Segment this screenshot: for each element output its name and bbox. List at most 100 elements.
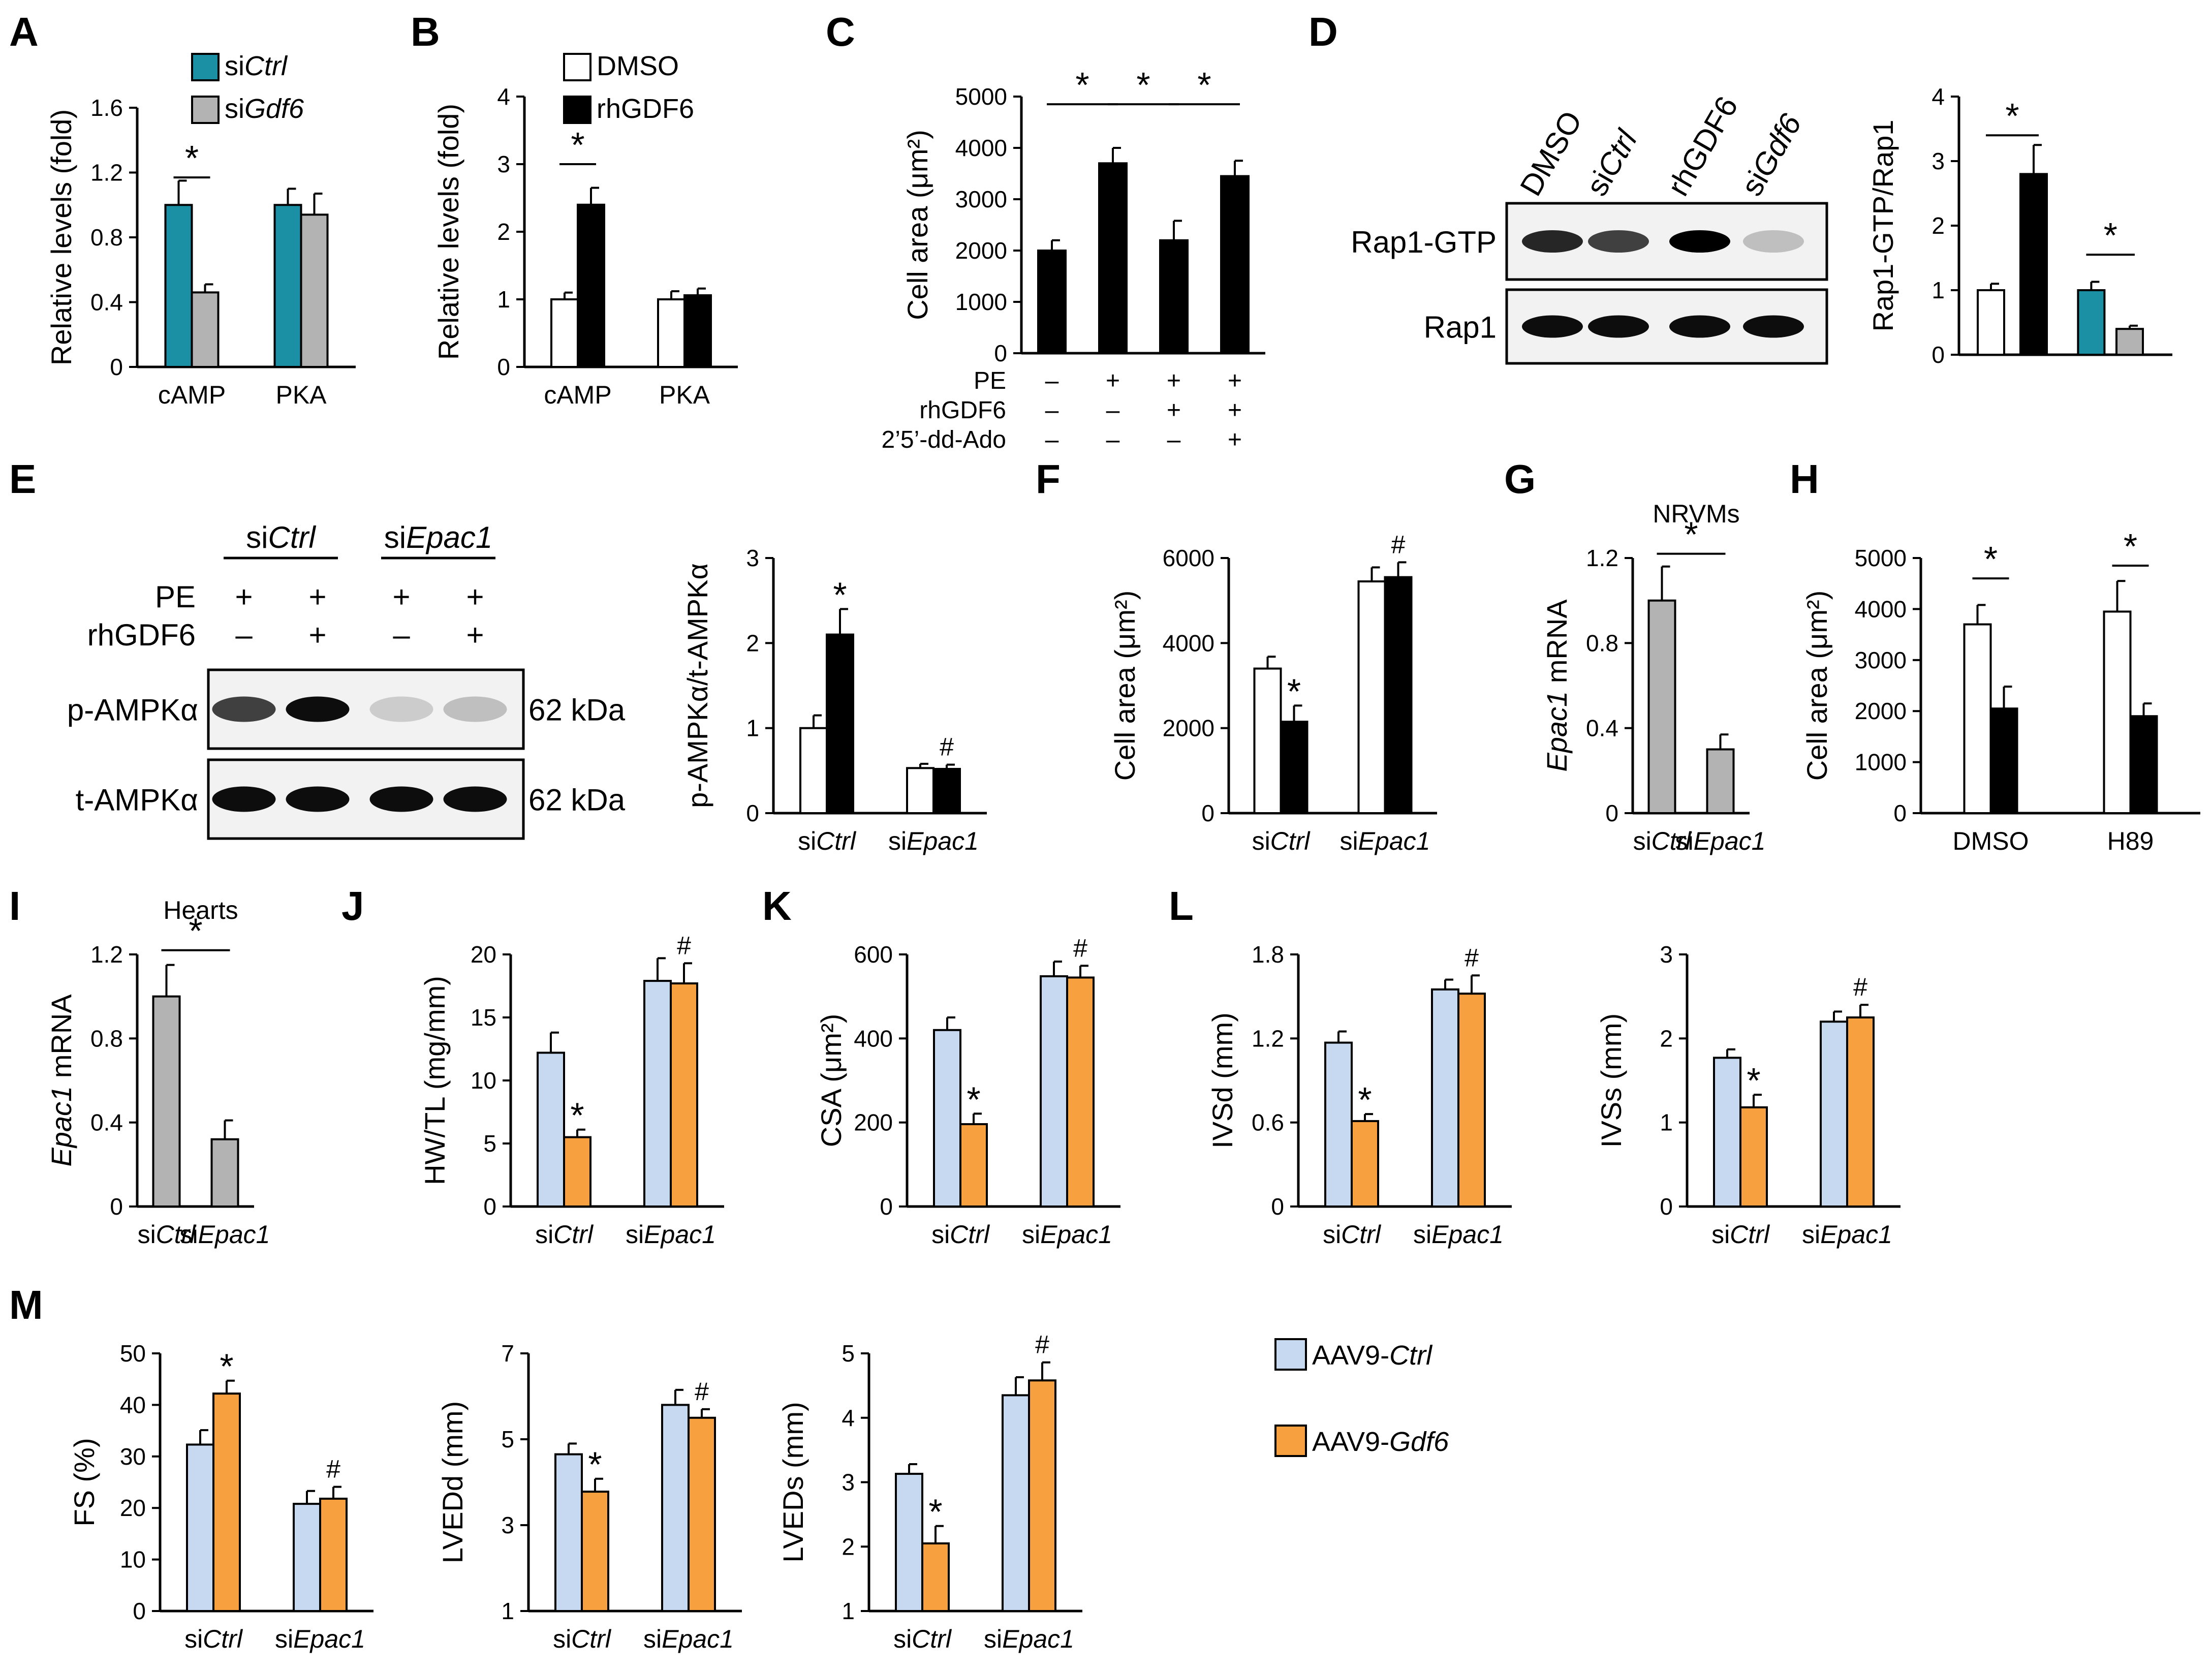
significance-mark: * [2005,96,2019,136]
chart-M2: 1 3 5 7 LVEDd (mm) siCtrl siEpac1 * # [437,1340,742,1653]
y-tick-label: 15 [471,1004,496,1031]
significance-mark: * [1136,65,1150,105]
bar [1324,1041,1353,1208]
chart-M3: 1 2 3 4 5 LVEDs (mm) siCtrl siEpac1 * # [777,1330,1082,1653]
significance-mark: * [1358,1080,1372,1120]
y-tick-label: 1 [501,1598,514,1624]
y-axis-label: LVEDs (mm) [777,1402,809,1562]
bar [273,204,302,368]
y-tick-label: 7 [501,1340,514,1367]
x-category-label: siEpac1 [1340,827,1430,855]
x-category-label: siEpac1 [643,1625,734,1653]
y-tick-label: 3000 [955,186,1007,212]
bar [670,982,698,1208]
condition-sign: + [466,580,484,614]
y-tick-label: 10 [120,1546,146,1573]
significance-mark: # [677,931,691,960]
y-tick-label: 4 [497,83,510,110]
bar [683,294,712,368]
x-category-label: siCtrl [1252,827,1311,855]
bar [212,1392,241,1613]
significance-mark: * [1197,65,1211,105]
significance-mark: # [1853,973,1867,1001]
y-tick-label: 0.8 [90,1025,123,1051]
blot-row-label: Rap1 [1424,311,1497,345]
y-tick-label: 40 [120,1391,146,1418]
panel-letter-M: M [9,1282,43,1327]
panel-letter-I: I [9,883,20,929]
x-category-label: siEpac1 [888,827,979,855]
panel-letter-D: D [1308,9,1338,54]
y-tick-label: 10 [471,1067,496,1094]
y-axis-label: IVSs (mm) [1595,1013,1627,1148]
y-tick-label: 5000 [955,83,1007,110]
y-tick-label: 1 [1660,1109,1673,1136]
bar [661,1404,690,1612]
bar [1977,289,2005,356]
x-category-label: siCtrl [535,1220,594,1249]
bar [210,1138,239,1208]
legend-swatch [191,96,220,124]
y-tick-label: 4000 [955,135,1007,161]
y-tick-label: 2 [842,1533,855,1560]
x-category-label: siCtrl [1711,1220,1770,1249]
blot-lane-label: DMSO [1513,105,1588,201]
blot-row-label: Rap1-GTP [1351,225,1497,259]
y-tick-label: 5 [501,1426,514,1452]
y-tick-label: 5000 [1855,545,1907,571]
bar [293,1503,321,1612]
y-tick-label: 1 [842,1598,855,1624]
bar [1351,1120,1379,1208]
y-tick-label: 0 [746,800,759,826]
panel-letter-L: L [1169,883,1194,929]
bar [1066,976,1095,1208]
bar [577,203,605,368]
significance-mark: * [1287,671,1301,711]
condition-sign: – [1106,426,1120,453]
bar [319,1497,348,1612]
significance-mark: * [185,138,199,178]
y-tick-label: 1000 [955,289,1007,315]
legends-layer: siCtrl siGdf6 DMSO rhGDF6 AAV9-Ctrl AAV9-Gdf6 [191,51,1449,1457]
y-tick-label: 2 [497,219,510,245]
condition-sign: + [1228,367,1242,394]
significance-mark: * [2104,215,2117,255]
bar [1739,1106,1768,1208]
legend-label: rhGDF6 [597,94,694,124]
bar [1384,576,1413,815]
y-axis-label: IVSd (mm) [1206,1012,1238,1149]
bar [1159,239,1189,354]
x-category-label: H89 [2107,827,2154,855]
condition-sign: + [1228,426,1242,453]
significance-mark: * [1075,65,1089,105]
panel-letter-B: B [411,9,440,54]
chart-D: 0 1 2 3 4 Rap1-GTP/Rap1 * * [1867,83,2172,368]
condition-sign: + [308,618,326,652]
bar [1431,988,1459,1208]
y-tick-label: 1.2 [90,160,123,186]
x-category-label: cAMP [158,381,226,409]
panel-letter-A: A [9,9,39,54]
y-axis-label: CSA (μm²) [815,1014,847,1147]
chart-C: C 0 1000 2000 3000 4000 5000 Cell area (μm²) * * *… [826,9,1265,453]
condition-sign: + [1167,367,1181,394]
chart-H: H 0 1000 2000 3000 4000 5000 Cell area (μm²) DMS… [1790,456,2200,855]
bar [1002,1394,1030,1612]
y-tick-label: 5 [842,1340,855,1367]
significance-mark: # [695,1377,709,1406]
x-category-label: siEpac1 [275,1625,365,1653]
y-tick-label: 0.8 [90,224,123,251]
panel-letter-J: J [341,883,364,929]
significance-mark: # [1465,943,1479,972]
x-category-label: siEpac1 [984,1625,1074,1653]
condition-sign: + [1106,367,1120,394]
blot-band [286,696,350,722]
bar [1706,748,1735,814]
bar [933,1029,961,1208]
y-tick-label: 1 [497,286,510,313]
significance-mark: * [833,575,847,614]
blot-group-label: siCtrl [246,520,316,554]
y-axis-label: Epac1 mRNA [45,994,77,1167]
